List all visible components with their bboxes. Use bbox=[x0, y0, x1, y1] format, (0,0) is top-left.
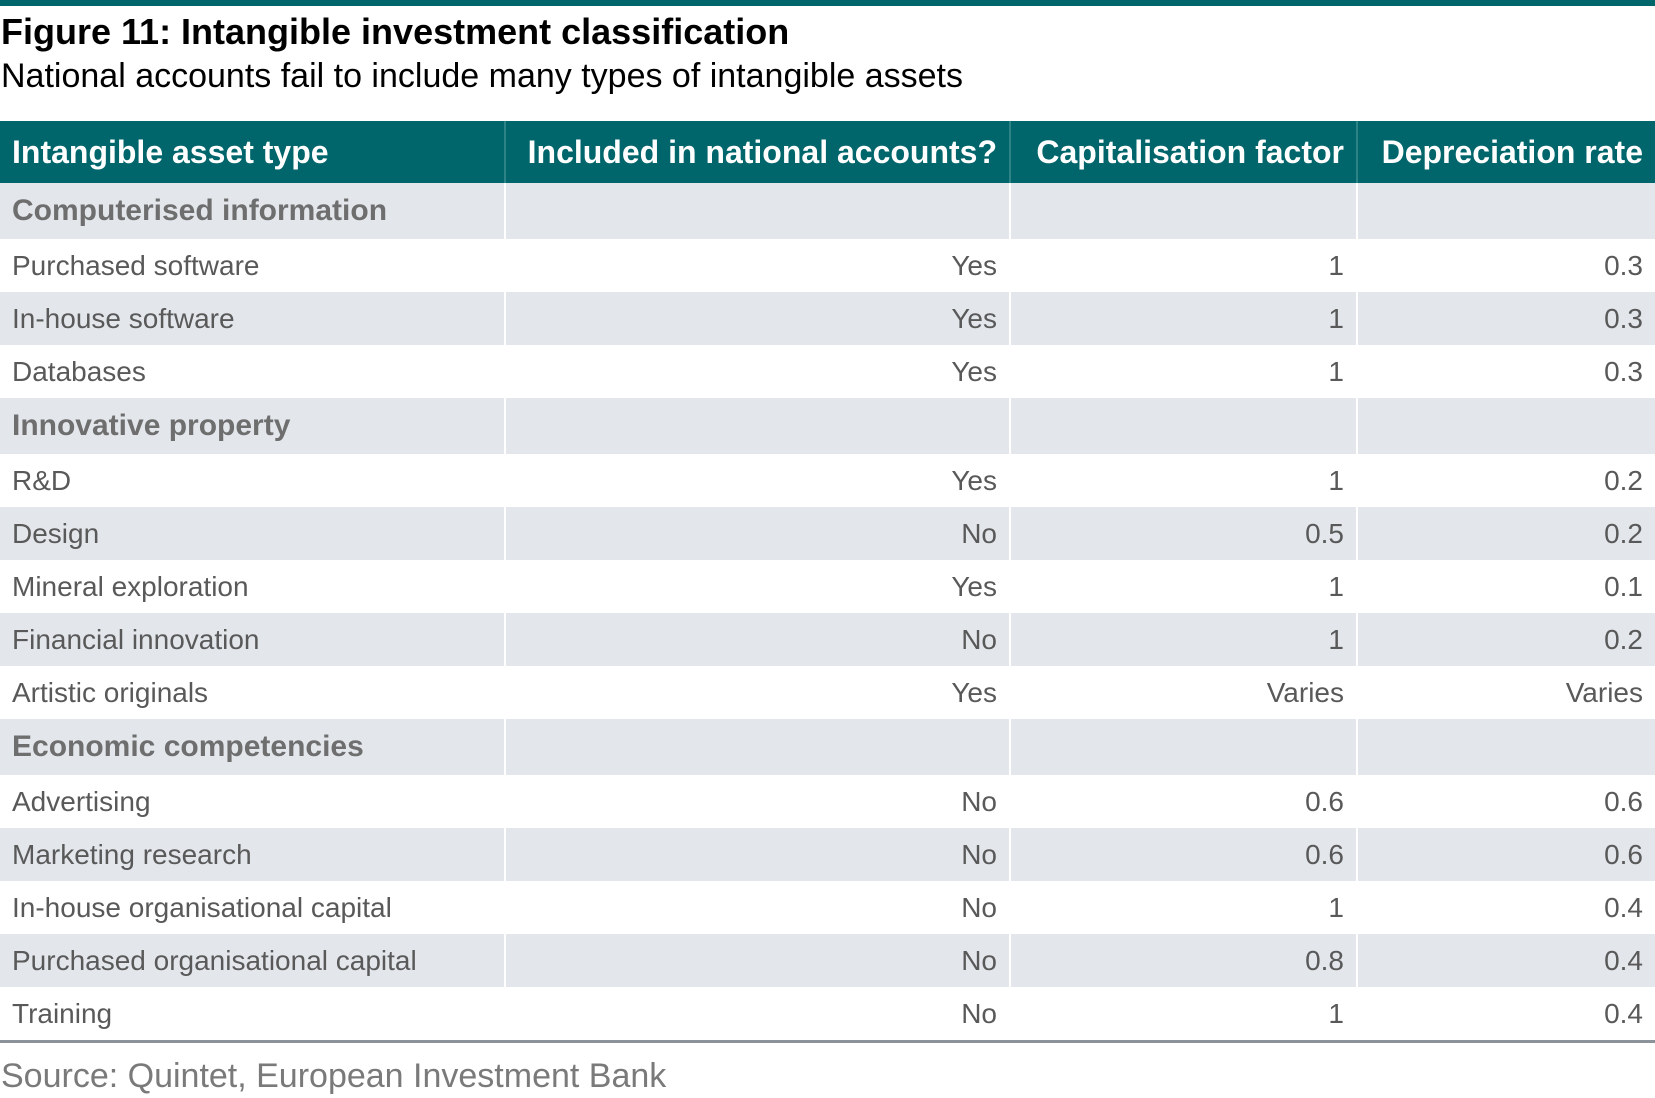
table-row: Advertising No 0.6 0.6 bbox=[0, 775, 1655, 828]
depreciation-cell: 0.2 bbox=[1356, 613, 1655, 666]
capitalisation-cell: 1 bbox=[1009, 613, 1357, 666]
source-note: Source: Quintet, European Investment Ban… bbox=[1, 1057, 667, 1095]
header-included: Included in national accounts? bbox=[504, 121, 1010, 183]
included-cell: Yes bbox=[504, 666, 1010, 719]
included-cell: No bbox=[504, 507, 1010, 560]
depreciation-cell: 0.6 bbox=[1356, 828, 1655, 881]
asset-type-cell: In-house organisational capital bbox=[0, 881, 505, 934]
depreciation-cell: 0.4 bbox=[1356, 934, 1655, 987]
intangible-asset-table: Intangible asset type Included in nation… bbox=[0, 121, 1655, 1043]
asset-type-cell: Marketing research bbox=[0, 828, 505, 881]
capitalisation-cell: 1 bbox=[1009, 239, 1357, 292]
asset-type-cell: Training bbox=[0, 987, 505, 1043]
capitalisation-cell: 0.8 bbox=[1009, 934, 1357, 987]
capitalisation-cell: 1 bbox=[1009, 292, 1357, 345]
figure-subtitle: National accounts fail to include many t… bbox=[1, 57, 963, 95]
table-row: Purchased software Yes 1 0.3 bbox=[0, 239, 1655, 292]
capitalisation-cell: 1 bbox=[1009, 345, 1357, 398]
asset-type-cell: R&D bbox=[0, 454, 505, 507]
capitalisation-cell: 1 bbox=[1009, 454, 1357, 507]
category-row: Innovative property bbox=[0, 398, 1655, 454]
asset-type-cell: Financial innovation bbox=[0, 613, 505, 666]
capitalisation-cell: 1 bbox=[1009, 560, 1357, 613]
top-accent-rule bbox=[0, 0, 1655, 6]
capitalisation-cell: 0.6 bbox=[1009, 775, 1357, 828]
header-capitalisation-factor: Capitalisation factor bbox=[1009, 121, 1357, 183]
table-row: Mineral exploration Yes 1 0.1 bbox=[0, 560, 1655, 613]
depreciation-cell: 0.4 bbox=[1356, 987, 1655, 1043]
capitalisation-cell: 0.5 bbox=[1009, 507, 1357, 560]
included-cell: Yes bbox=[504, 345, 1010, 398]
depreciation-cell: 0.6 bbox=[1356, 775, 1655, 828]
depreciation-cell: 0.2 bbox=[1356, 507, 1655, 560]
table-row: In-house organisational capital No 1 0.4 bbox=[0, 881, 1655, 934]
header-asset-type: Intangible asset type bbox=[0, 121, 505, 183]
depreciation-cell: 0.3 bbox=[1356, 345, 1655, 398]
included-cell: No bbox=[504, 934, 1010, 987]
capitalisation-cell: Varies bbox=[1009, 666, 1357, 719]
included-cell: Yes bbox=[504, 560, 1010, 613]
table-row: Artistic originals Yes Varies Varies bbox=[0, 666, 1655, 719]
category-label: Innovative property bbox=[0, 398, 505, 454]
asset-type-cell: Advertising bbox=[0, 775, 505, 828]
depreciation-cell: Varies bbox=[1356, 666, 1655, 719]
asset-type-cell: Mineral exploration bbox=[0, 560, 505, 613]
included-cell: No bbox=[504, 613, 1010, 666]
asset-type-cell: Purchased software bbox=[0, 239, 505, 292]
capitalisation-cell: 1 bbox=[1009, 881, 1357, 934]
asset-type-cell: Databases bbox=[0, 345, 505, 398]
header-depreciation-rate: Depreciation rate bbox=[1356, 121, 1655, 183]
table-row: Marketing research No 0.6 0.6 bbox=[0, 828, 1655, 881]
depreciation-cell: 0.1 bbox=[1356, 560, 1655, 613]
table-row: Purchased organisational capital No 0.8 … bbox=[0, 934, 1655, 987]
included-cell: Yes bbox=[504, 292, 1010, 345]
included-cell: Yes bbox=[504, 239, 1010, 292]
asset-type-cell: Artistic originals bbox=[0, 666, 505, 719]
table-row: Training No 1 0.4 bbox=[0, 987, 1655, 1043]
included-cell: No bbox=[504, 775, 1010, 828]
depreciation-cell: 0.3 bbox=[1356, 292, 1655, 345]
capitalisation-cell: 1 bbox=[1009, 987, 1357, 1043]
asset-type-cell: In-house software bbox=[0, 292, 505, 345]
category-label: Economic competencies bbox=[0, 719, 505, 775]
included-cell: No bbox=[504, 987, 1010, 1043]
asset-type-cell: Design bbox=[0, 507, 505, 560]
included-cell: No bbox=[504, 881, 1010, 934]
table-row: Databases Yes 1 0.3 bbox=[0, 345, 1655, 398]
included-cell: No bbox=[504, 828, 1010, 881]
table-row: Design No 0.5 0.2 bbox=[0, 507, 1655, 560]
capitalisation-cell: 0.6 bbox=[1009, 828, 1357, 881]
table-header-row: Intangible asset type Included in nation… bbox=[0, 121, 1655, 183]
table-row: R&D Yes 1 0.2 bbox=[0, 454, 1655, 507]
category-row: Economic competencies bbox=[0, 719, 1655, 775]
category-row: Computerised information bbox=[0, 183, 1655, 239]
category-label: Computerised information bbox=[0, 183, 505, 239]
asset-type-cell: Purchased organisational capital bbox=[0, 934, 505, 987]
table-row: Financial innovation No 1 0.2 bbox=[0, 613, 1655, 666]
depreciation-cell: 0.4 bbox=[1356, 881, 1655, 934]
figure-title: Figure 11: Intangible investment classif… bbox=[1, 11, 790, 52]
depreciation-cell: 0.2 bbox=[1356, 454, 1655, 507]
depreciation-cell: 0.3 bbox=[1356, 239, 1655, 292]
table-row: In-house software Yes 1 0.3 bbox=[0, 292, 1655, 345]
included-cell: Yes bbox=[504, 454, 1010, 507]
